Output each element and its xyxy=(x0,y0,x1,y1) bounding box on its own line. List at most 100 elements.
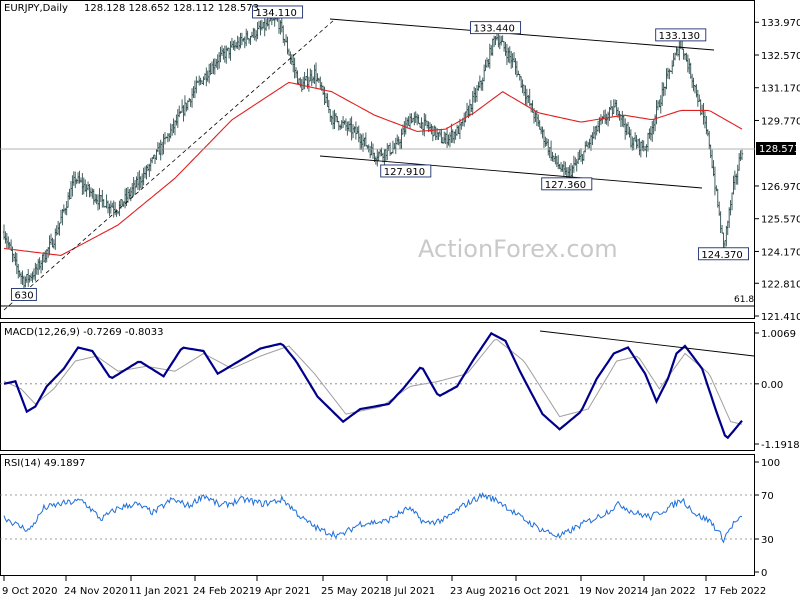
price-bar xyxy=(572,155,576,173)
price-bar xyxy=(51,237,54,248)
rsi-tick-label: 100 xyxy=(761,458,780,469)
date-tick-label: 25 May 2021 xyxy=(321,586,386,597)
price-bar xyxy=(564,161,567,175)
price-bar xyxy=(615,99,618,116)
price-bar xyxy=(639,141,643,158)
price-annotation-label: 124.370 xyxy=(701,250,742,261)
price-bar xyxy=(61,208,64,226)
price-bar xyxy=(635,135,638,150)
price-tick-label: 133.970 xyxy=(761,18,800,29)
price-bar xyxy=(334,112,338,123)
price-bar xyxy=(537,114,540,127)
price-bar xyxy=(482,64,486,82)
price-bar xyxy=(210,61,214,74)
price-bar xyxy=(585,140,588,147)
price-bar xyxy=(739,150,742,162)
price-bar xyxy=(413,112,416,126)
price-bar xyxy=(357,125,360,143)
price-panel-frame xyxy=(0,0,755,319)
price-bar xyxy=(14,251,17,266)
price-bar xyxy=(622,115,625,128)
price-bar xyxy=(508,46,511,64)
price-bar xyxy=(313,64,316,84)
price-bar xyxy=(502,41,506,52)
price-bar xyxy=(176,109,180,128)
price-bar xyxy=(24,276,27,288)
price-bar xyxy=(66,192,70,208)
price-bar xyxy=(425,120,429,129)
price-bar xyxy=(256,22,259,40)
price-bar xyxy=(386,143,389,161)
price-annotation-label: 127.910 xyxy=(384,167,425,178)
price-bar xyxy=(621,110,624,127)
price-bar xyxy=(233,39,237,51)
price-bar xyxy=(376,149,379,167)
price-bar xyxy=(500,35,503,46)
price-bar xyxy=(65,200,68,216)
price-bar xyxy=(282,25,285,43)
price-bar xyxy=(729,200,732,216)
price-bar xyxy=(581,154,584,165)
price-bar xyxy=(475,85,479,102)
price-bar xyxy=(547,138,550,156)
price-bar xyxy=(253,28,256,41)
rsi-tick-label: 70 xyxy=(761,491,774,502)
price-bar xyxy=(31,271,34,283)
price-bar xyxy=(715,185,718,192)
price-bar xyxy=(557,155,560,170)
price-bar xyxy=(474,88,477,103)
price-bar xyxy=(655,100,658,125)
price-bar xyxy=(84,179,87,192)
price-bar xyxy=(262,22,265,29)
price-bar xyxy=(559,161,563,172)
price-bar xyxy=(699,99,702,116)
price-bar xyxy=(611,106,614,117)
price-bar xyxy=(149,158,152,172)
price-bar xyxy=(131,183,134,198)
price-bar xyxy=(123,188,127,209)
price-bar xyxy=(484,59,487,72)
price-bar xyxy=(544,136,547,147)
price-bar xyxy=(661,82,664,106)
price-bar xyxy=(552,155,556,163)
price-bar xyxy=(74,171,77,189)
rsi-gridlines xyxy=(0,494,755,540)
price-bar xyxy=(38,257,41,270)
price-bar xyxy=(371,143,375,159)
price-bar xyxy=(689,62,692,79)
price-bar xyxy=(316,73,319,82)
price-bar xyxy=(45,249,48,263)
price-bar xyxy=(670,60,674,75)
price-bar xyxy=(437,132,440,140)
date-tick-label: 19 Nov 2021 xyxy=(579,586,643,597)
price-bar xyxy=(638,138,641,156)
price-bar xyxy=(415,113,419,126)
price-bar xyxy=(360,134,363,150)
price-tick-label: 124.170 xyxy=(761,247,800,258)
price-bar xyxy=(470,103,473,113)
rsi-axis: 100 70 30 0 xyxy=(755,458,780,579)
price-bar xyxy=(62,204,66,213)
price-tick-label: 129.770 xyxy=(761,116,800,127)
price-bar xyxy=(331,110,335,130)
rsi-tick-label: 0 xyxy=(761,568,767,579)
price-bar xyxy=(319,76,322,90)
price-bar xyxy=(168,133,171,142)
price-annotation-label: 630 xyxy=(14,290,33,301)
price-bar xyxy=(76,172,80,184)
price-bar xyxy=(91,188,94,199)
price-bar xyxy=(206,70,209,82)
price-tick-label: 126.970 xyxy=(761,182,800,193)
price-bar xyxy=(340,120,343,129)
price-bar xyxy=(112,200,115,218)
macd-tick-label: -1.1918 xyxy=(761,440,800,451)
price-bar xyxy=(68,188,71,200)
price-bar xyxy=(284,34,288,43)
price-annotations: 134.110 133.440 133.130 127.910 127.360 124.3… xyxy=(11,5,749,301)
price-bar xyxy=(152,154,155,159)
price-bar xyxy=(471,91,474,116)
price-bar xyxy=(101,189,104,208)
price-bar xyxy=(207,63,211,84)
date-tick-label: 6 Oct 2021 xyxy=(514,586,569,597)
price-bar xyxy=(453,131,456,144)
